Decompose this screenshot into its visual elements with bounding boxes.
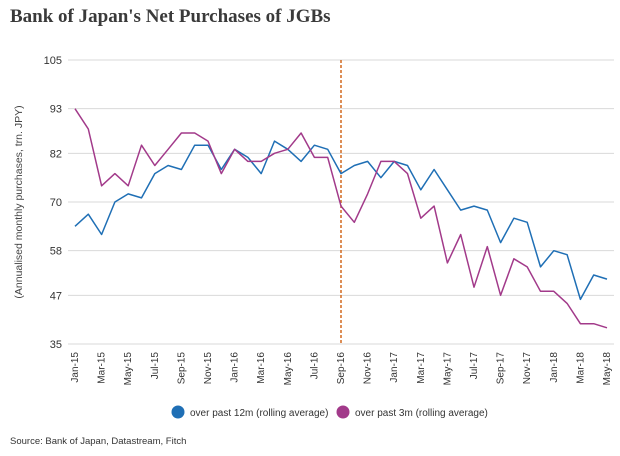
y-tick-label: 93: [50, 104, 62, 116]
y-tick-label: 70: [50, 197, 62, 209]
y-tick-label: 47: [50, 290, 62, 302]
x-tick-label: Jul-17: [469, 352, 480, 380]
y-tick-label: 35: [50, 339, 62, 351]
y-tick-label: 58: [50, 246, 62, 258]
x-tick-label: Mar-15: [97, 352, 108, 384]
x-tick-label: Sep-16: [336, 352, 347, 385]
source-note: Source: Bank of Japan, Datastream, Fitch: [10, 436, 187, 447]
x-tick-label: Mar-16: [256, 352, 267, 384]
y-tick-label: 82: [50, 148, 62, 160]
x-tick-label: Jan-15: [70, 352, 81, 383]
series-line-12m: [74, 140, 608, 301]
chart-title: Bank of Japan's Net Purchases of JGBs: [10, 6, 331, 27]
x-tick-label: Sep-15: [176, 352, 187, 385]
x-tick-label: Nov-17: [522, 352, 533, 385]
x-tick-label: Jul-16: [309, 352, 320, 380]
x-tick-label: May-17: [442, 352, 453, 386]
x-tick-label: Nov-16: [363, 352, 374, 385]
x-tick-label: Jan-17: [389, 352, 400, 383]
x-tick-label: Mar-18: [575, 352, 586, 384]
y-tick-label: 105: [44, 55, 62, 67]
legend-marker-3m: [336, 405, 350, 419]
x-tick-label: Jan-18: [549, 352, 560, 383]
x-tick-label: Nov-15: [203, 352, 214, 385]
x-tick-label: May-18: [602, 352, 613, 386]
x-tick-label: Jul-15: [150, 352, 161, 380]
x-tick-label: Sep-17: [496, 352, 507, 385]
x-tick-label: Mar-17: [416, 352, 427, 384]
x-tick-label: May-16: [283, 352, 294, 386]
series-line-3m: [74, 108, 608, 329]
legend-marker-12m: [171, 405, 185, 419]
y-axis-label: (Annualised monthly purchases, trn. JPY): [13, 105, 25, 298]
x-tick-label: Jan-16: [230, 352, 241, 383]
chart: 105 93 82 70 58 47 35 (Annualised monthly purch…: [13, 55, 614, 419]
legend-label-3m: over past 3m (rolling average): [355, 408, 488, 419]
legend-label-12m: over past 12m (rolling average): [190, 408, 328, 419]
x-tick-label: May-15: [123, 352, 134, 386]
